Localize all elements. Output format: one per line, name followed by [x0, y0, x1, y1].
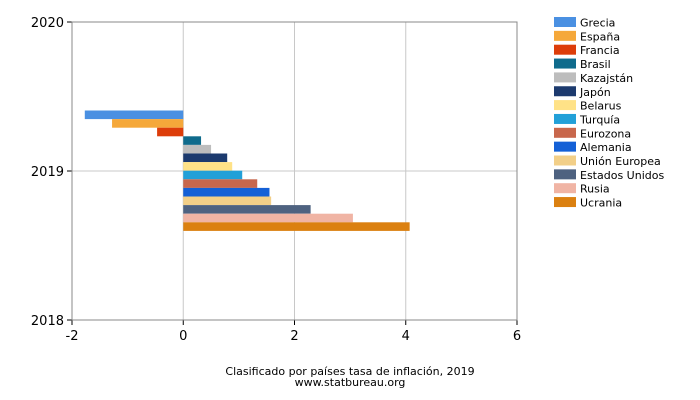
legend-label: Turquía [579, 113, 620, 126]
legend-swatch [554, 183, 576, 194]
bar-españa [112, 119, 184, 128]
chart-title: Clasificado por países tasa de inflación… [225, 365, 474, 378]
x-tick-label: 4 [402, 329, 410, 344]
bar-belarus [183, 162, 233, 171]
legend-label: Brasil [580, 58, 611, 71]
bar-alemania [183, 187, 270, 197]
legend-swatch [554, 141, 576, 152]
legend-swatch [554, 30, 576, 41]
chart-subtitle: www.statbureau.org [295, 376, 406, 389]
y-tick-labels: 2018 2019 2020 [31, 16, 64, 329]
legend-swatch [554, 17, 576, 27]
legend-label: Unión Europea [580, 155, 661, 168]
legend-swatch [554, 100, 576, 111]
legend-swatch [554, 155, 576, 166]
bar-brasil [183, 136, 202, 145]
legend-label: Kazajstán [580, 72, 633, 85]
y-tick-label: 2019 [31, 165, 64, 180]
x-tick-label: -2 [66, 329, 79, 344]
bar-rusia [183, 213, 353, 223]
legend-swatch [554, 113, 576, 124]
x-tick-label: 2 [290, 329, 298, 344]
legend-swatch [554, 169, 576, 180]
bar-unión-europea [183, 196, 272, 206]
x-tick-labels: -2 0 2 4 6 [66, 329, 522, 344]
legend-label: Rusia [580, 183, 610, 196]
legend-label: Grecia [580, 17, 615, 30]
legend-label: Francia [580, 44, 620, 57]
gridlines [71, 21, 518, 321]
y-tick-label: 2018 [31, 314, 64, 329]
bar-ucrania [183, 222, 410, 231]
legend-swatch [554, 44, 576, 55]
bar-eurozona [183, 179, 258, 188]
x-tick-label: 0 [179, 329, 187, 344]
bar-grecia [84, 110, 184, 120]
legend-swatch [554, 197, 576, 208]
bar-kazajstán [183, 144, 212, 154]
legend-label: Ucrania [580, 197, 622, 210]
y-tick-label: 2020 [31, 16, 64, 31]
plot-frame [71, 21, 518, 321]
legend-label: Estados Unidos [580, 169, 664, 182]
axes [67, 21, 518, 325]
legend-swatch [554, 86, 576, 97]
legend-label: España [580, 30, 620, 43]
bar-estados-unidos [183, 205, 311, 214]
legend-label: Japón [579, 86, 611, 99]
legend: GreciaEspañaFranciaBrasilKazajstánJapónB… [554, 17, 664, 210]
legend-swatch [554, 58, 576, 69]
x-tick-label: 6 [513, 329, 521, 344]
legend-swatch [554, 127, 576, 138]
legend-label: Alemania [580, 141, 632, 154]
bar-turquía [183, 170, 243, 180]
bar-japón [183, 153, 228, 163]
bars [84, 110, 410, 231]
legend-label: Eurozona [580, 127, 631, 140]
legend-swatch [554, 72, 576, 83]
bar-francia [157, 127, 184, 137]
legend-label: Belarus [580, 100, 622, 113]
